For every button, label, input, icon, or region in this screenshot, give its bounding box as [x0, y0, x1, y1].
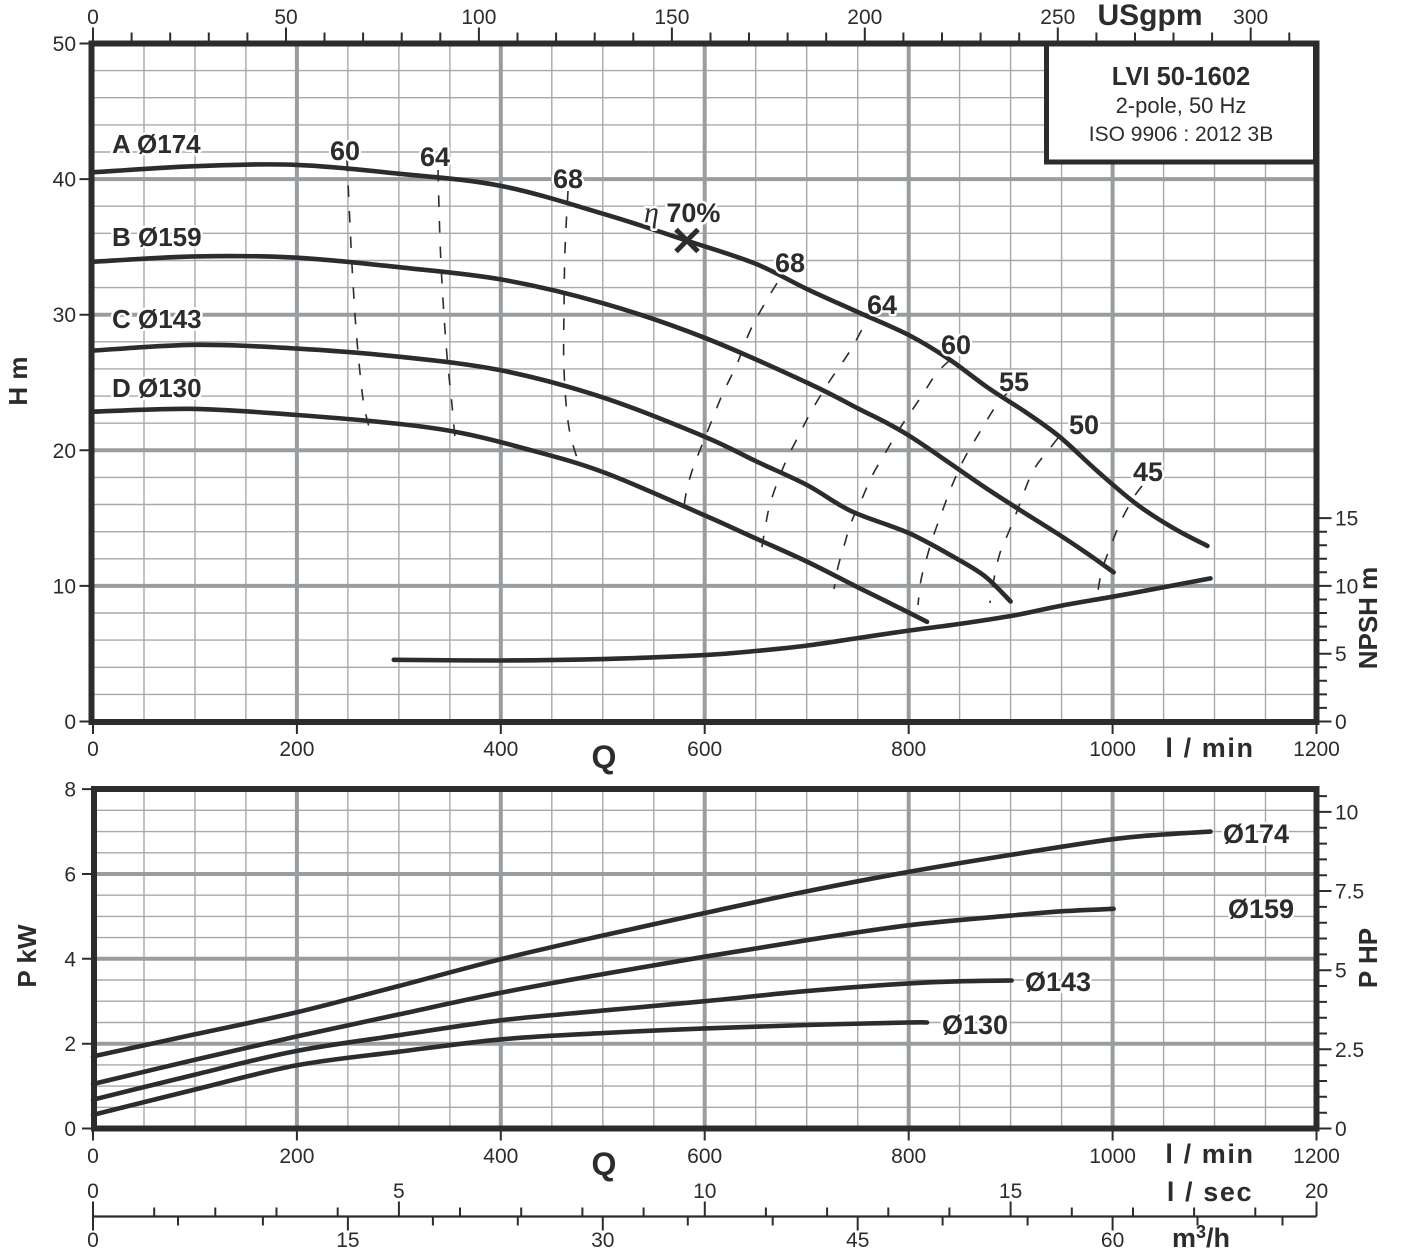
svg-text:2-pole, 50 Hz: 2-pole, 50 Hz	[1116, 93, 1247, 118]
svg-text:30: 30	[591, 1229, 614, 1252]
svg-text:20: 20	[1305, 1180, 1328, 1203]
svg-text:150: 150	[654, 6, 689, 29]
svg-text:H m: H m	[3, 356, 33, 405]
svg-text:60: 60	[941, 330, 971, 360]
svg-text:0: 0	[64, 711, 76, 734]
svg-text:Ø143: Ø143	[1025, 967, 1091, 997]
svg-text:Ø130: Ø130	[942, 1010, 1008, 1040]
svg-text:10: 10	[1335, 575, 1358, 598]
svg-text:10: 10	[1335, 801, 1358, 824]
svg-text:Ø159: Ø159	[1228, 894, 1294, 924]
svg-text:64: 64	[867, 290, 897, 320]
svg-text:800: 800	[891, 738, 926, 761]
svg-text:Q: Q	[592, 1146, 617, 1182]
svg-text:l / min: l / min	[1165, 733, 1254, 763]
svg-text:200: 200	[279, 738, 314, 761]
svg-text:400: 400	[483, 738, 518, 761]
svg-text:Q: Q	[592, 739, 617, 775]
svg-text:0: 0	[87, 1229, 99, 1252]
svg-text:6: 6	[64, 864, 76, 887]
svg-text:10: 10	[53, 575, 76, 598]
svg-text:LVI 50-1602: LVI 50-1602	[1112, 63, 1250, 91]
svg-text:B Ø159: B Ø159	[112, 222, 202, 252]
svg-text:600: 600	[687, 1145, 722, 1168]
svg-text:68: 68	[553, 164, 583, 194]
svg-text:0: 0	[87, 1145, 99, 1168]
svg-text:NPSH m: NPSH m	[1353, 567, 1383, 670]
svg-text:0: 0	[1335, 711, 1347, 734]
svg-text:ISO 9906 : 2012 3B: ISO 9906 : 2012 3B	[1089, 123, 1273, 146]
svg-text:2.5: 2.5	[1335, 1039, 1364, 1062]
svg-text:15: 15	[336, 1229, 359, 1252]
svg-text:50: 50	[1069, 410, 1099, 440]
svg-text:50: 50	[274, 6, 297, 29]
svg-text:60: 60	[330, 136, 360, 166]
svg-text:P HP: P HP	[1353, 928, 1383, 988]
svg-text:η 70%: η 70%	[644, 196, 720, 229]
svg-text:1200: 1200	[1293, 1145, 1340, 1168]
svg-text:0: 0	[87, 6, 99, 29]
svg-text:5: 5	[1335, 643, 1347, 666]
svg-text:2: 2	[64, 1033, 76, 1056]
svg-text:4: 4	[64, 948, 76, 971]
svg-text:5: 5	[393, 1180, 405, 1203]
svg-text:5: 5	[1335, 960, 1347, 983]
svg-text:10: 10	[693, 1180, 716, 1203]
svg-text:l / min: l / min	[1165, 1139, 1254, 1169]
svg-text:1000: 1000	[1089, 738, 1136, 761]
svg-text:0: 0	[64, 1118, 76, 1141]
svg-text:64: 64	[420, 142, 450, 172]
svg-text:600: 600	[687, 738, 722, 761]
svg-text:800: 800	[891, 1145, 926, 1168]
svg-text:300: 300	[1233, 6, 1268, 29]
svg-text:0: 0	[87, 1180, 99, 1203]
svg-text:0: 0	[1335, 1118, 1347, 1141]
svg-text:A Ø174: A Ø174	[112, 129, 201, 159]
svg-text:55: 55	[999, 367, 1029, 397]
svg-text:l / sec: l / sec	[1167, 1177, 1253, 1207]
svg-text:400: 400	[483, 1145, 518, 1168]
svg-text:45: 45	[1133, 457, 1163, 487]
svg-text:250: 250	[1040, 6, 1075, 29]
svg-text:20: 20	[53, 440, 76, 463]
svg-text:200: 200	[847, 6, 882, 29]
svg-text:200: 200	[279, 1145, 314, 1168]
svg-text:30: 30	[53, 304, 76, 327]
svg-text:USgpm: USgpm	[1098, 0, 1203, 32]
svg-text:40: 40	[53, 169, 76, 192]
svg-text:1200: 1200	[1293, 738, 1340, 761]
svg-text:D Ø130: D Ø130	[112, 373, 202, 403]
svg-text:45: 45	[846, 1229, 869, 1252]
svg-text:8: 8	[64, 779, 76, 802]
svg-text:7.5: 7.5	[1335, 881, 1364, 904]
svg-text:P kW: P kW	[12, 924, 42, 988]
svg-text:68: 68	[775, 248, 805, 278]
svg-text:60: 60	[1101, 1229, 1124, 1252]
svg-text:15: 15	[1335, 508, 1358, 531]
svg-text:50: 50	[53, 33, 76, 56]
svg-text:Ø174: Ø174	[1223, 819, 1289, 849]
svg-text:100: 100	[461, 6, 496, 29]
svg-text:1000: 1000	[1089, 1145, 1136, 1168]
svg-text:15: 15	[999, 1180, 1022, 1203]
svg-text:0: 0	[87, 738, 99, 761]
svg-text:C Ø143: C Ø143	[112, 304, 202, 334]
